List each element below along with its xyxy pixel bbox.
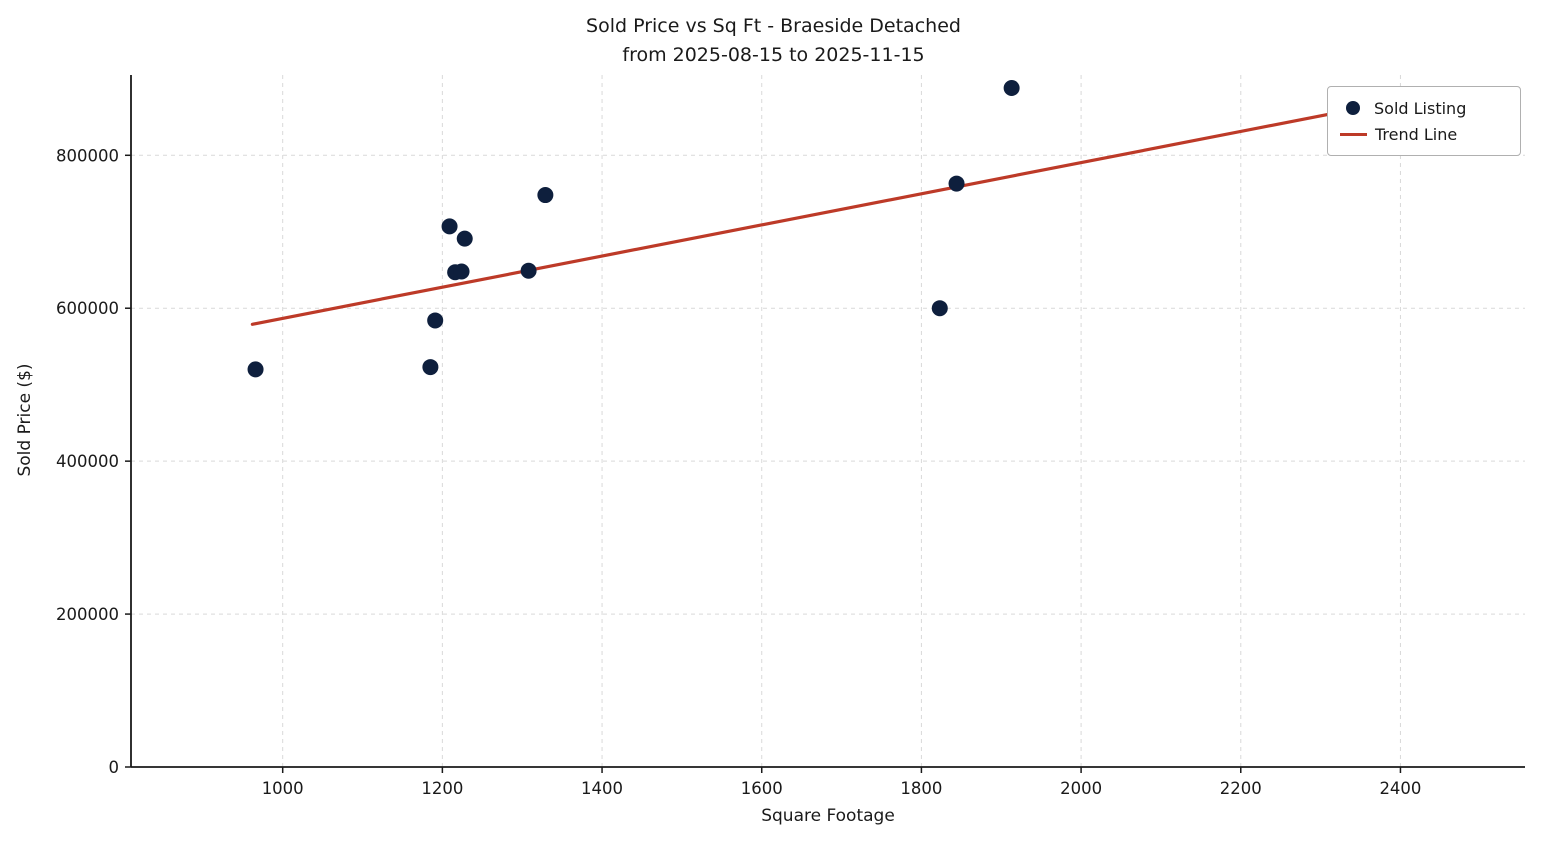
scatter-point xyxy=(422,359,439,376)
scatter-point xyxy=(456,230,473,247)
trend-line xyxy=(250,95,1419,326)
y-tick-label: 400000 xyxy=(56,452,119,471)
scatter-point xyxy=(931,300,948,317)
y-tick-label: 0 xyxy=(109,758,120,777)
x-tick-label: 1000 xyxy=(262,779,304,798)
y-tick-label: 600000 xyxy=(56,299,119,318)
legend-item-trend: Trend Line xyxy=(1340,121,1508,147)
scatter-point xyxy=(520,262,537,279)
x-tick-label: 2200 xyxy=(1220,779,1262,798)
y-tick-label: 200000 xyxy=(56,605,119,624)
sold-listing-dot-icon xyxy=(1346,101,1360,115)
x-tick-label: 1200 xyxy=(421,779,463,798)
scatter-point xyxy=(948,175,965,192)
x-tick-label: 1400 xyxy=(581,779,623,798)
y-tick-label: 800000 xyxy=(56,146,119,165)
scatter-point xyxy=(453,263,470,280)
x-tick-label: 2000 xyxy=(1060,779,1102,798)
x-axis-label: Square Footage xyxy=(761,806,895,826)
scatter-point xyxy=(247,361,264,378)
legend-item-sold: Sold Listing xyxy=(1340,95,1508,121)
scatter-point xyxy=(427,312,444,329)
legend: Sold Listing Trend Line xyxy=(1327,86,1521,156)
legend-label-sold: Sold Listing xyxy=(1374,98,1467,118)
x-tick-label: 2400 xyxy=(1379,779,1421,798)
trend-line-swatch-icon xyxy=(1340,132,1367,136)
y-axis-label: Sold Price ($) xyxy=(15,363,35,477)
x-tick-label: 1600 xyxy=(741,779,783,798)
scatter-point xyxy=(537,187,554,204)
legend-label-trend: Trend Line xyxy=(1375,124,1458,144)
scatter-point xyxy=(441,218,458,235)
x-tick-label: 1800 xyxy=(900,779,942,798)
scatter-point xyxy=(1003,79,1020,96)
